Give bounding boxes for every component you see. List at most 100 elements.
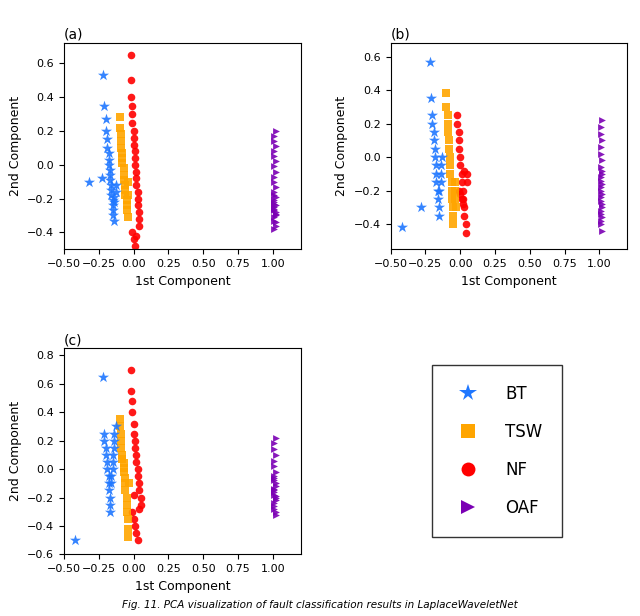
Point	[460, 211, 470, 221]
Point	[461, 227, 471, 237]
Point	[119, 467, 129, 477]
Point	[271, 433, 281, 443]
Point	[131, 180, 141, 190]
Point	[428, 110, 438, 120]
Point	[100, 450, 111, 460]
Point	[597, 189, 607, 199]
Point	[108, 200, 118, 210]
Point	[116, 136, 126, 146]
Point	[430, 144, 440, 153]
Point	[130, 443, 140, 453]
Text: (b): (b)	[390, 28, 410, 42]
Point	[104, 485, 114, 495]
Point	[104, 148, 114, 158]
Point	[456, 177, 467, 187]
X-axis label: 1st Component: 1st Component	[134, 580, 230, 593]
Point	[129, 133, 139, 143]
Point	[269, 147, 279, 156]
Point	[120, 485, 131, 495]
Point	[441, 89, 451, 99]
Point	[596, 182, 606, 192]
Point	[131, 173, 141, 183]
Point	[116, 436, 126, 445]
Point	[426, 94, 436, 103]
Point	[129, 429, 139, 439]
Point	[115, 113, 125, 123]
Point	[269, 131, 279, 141]
Point	[116, 143, 126, 153]
Point	[269, 501, 279, 511]
Point	[117, 454, 127, 464]
Point	[131, 450, 141, 460]
Point	[125, 386, 136, 396]
Point	[97, 173, 107, 183]
Point	[596, 206, 606, 216]
Point	[130, 436, 140, 445]
Point	[269, 152, 279, 161]
Point	[447, 194, 457, 204]
Point	[108, 464, 118, 474]
Point	[110, 421, 120, 431]
Point	[271, 211, 281, 221]
Point	[106, 180, 116, 190]
Point	[271, 217, 281, 227]
Point	[452, 110, 463, 120]
Point	[109, 436, 119, 445]
Point	[70, 535, 80, 545]
Point	[129, 140, 139, 150]
Point	[117, 450, 127, 460]
Point	[108, 457, 118, 467]
Point	[127, 118, 138, 128]
Point	[134, 221, 144, 230]
Point	[98, 371, 108, 381]
Point	[445, 152, 456, 162]
Point	[269, 471, 279, 481]
Y-axis label: 2nd Component: 2nd Component	[8, 401, 22, 501]
Point	[269, 472, 279, 482]
Point	[269, 197, 279, 207]
Point	[269, 204, 279, 214]
Point	[104, 479, 114, 488]
Point	[442, 127, 452, 137]
Point	[448, 219, 458, 229]
Point	[123, 524, 133, 533]
Point	[269, 199, 279, 209]
Text: (a): (a)	[64, 28, 83, 42]
Point	[271, 507, 281, 517]
Point	[122, 507, 132, 517]
Point	[444, 136, 454, 145]
Point	[461, 219, 471, 229]
Point	[129, 514, 139, 524]
Point	[130, 521, 140, 531]
Point	[130, 147, 140, 156]
Point	[109, 197, 119, 207]
Point	[597, 179, 607, 189]
Point	[127, 507, 138, 517]
Point	[132, 464, 143, 474]
Point	[127, 407, 138, 417]
Point	[122, 206, 132, 216]
Point	[108, 211, 118, 221]
Point	[596, 129, 606, 139]
Point	[84, 177, 94, 187]
Point	[437, 152, 447, 162]
Point	[447, 177, 457, 187]
Point	[125, 75, 136, 85]
Point	[596, 176, 606, 185]
Point	[131, 457, 141, 467]
Point	[100, 443, 111, 453]
Point	[116, 443, 126, 453]
Point	[130, 160, 140, 170]
Point	[99, 101, 109, 111]
Point	[431, 177, 442, 187]
Point	[269, 195, 279, 205]
Point	[106, 185, 116, 195]
Point	[458, 194, 468, 204]
Point	[117, 153, 127, 163]
Point	[271, 209, 281, 219]
Text: Fig. 11. PCA visualization of fault classification results in LaplaceWaveletNet: Fig. 11. PCA visualization of fault clas…	[122, 600, 518, 610]
Point	[596, 219, 606, 229]
Point	[134, 479, 144, 488]
Point	[433, 185, 443, 195]
Point	[269, 490, 279, 500]
